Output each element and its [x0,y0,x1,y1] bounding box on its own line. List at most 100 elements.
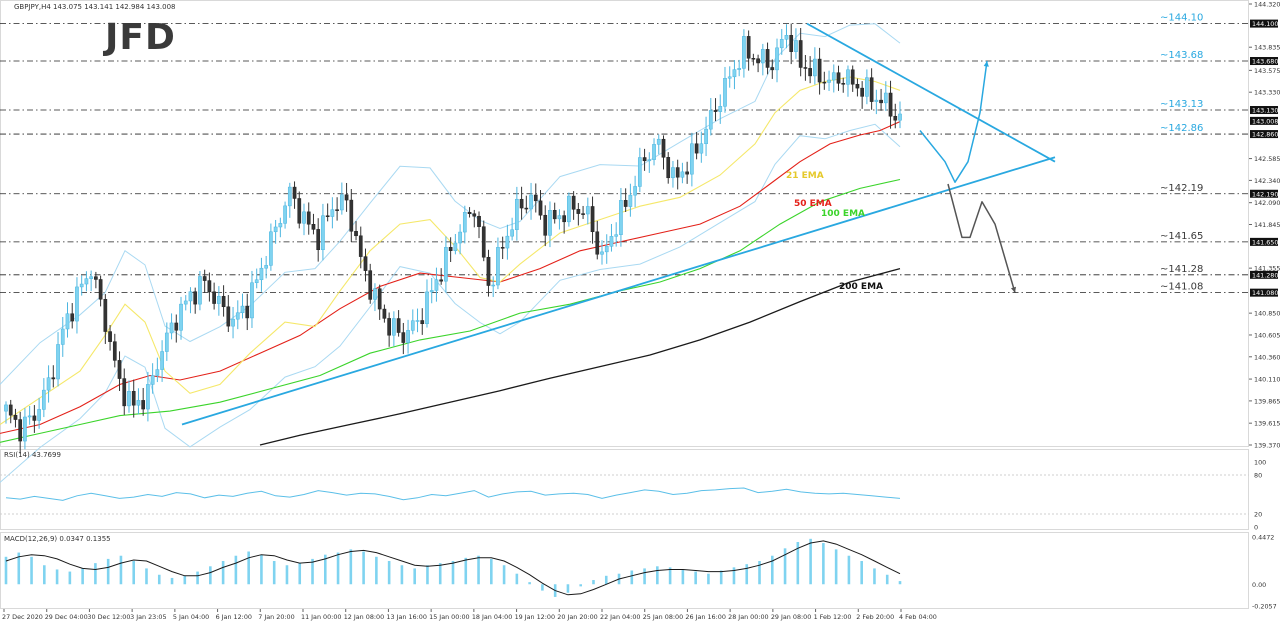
time-tick-label: 5 Jan 04:00 [173,613,209,621]
scenario-up-arrow [919,60,988,183]
candle-bearish [316,229,321,250]
candle-bearish [571,195,576,210]
price-tick-label: 140.110 [1254,376,1280,384]
candle-bearish [297,198,302,224]
candle-bearish [869,77,874,102]
candle-bearish [746,36,751,59]
bollinger-bands [0,23,901,483]
candle-bearish [141,400,146,410]
candle-bearish [576,209,581,214]
scenario-down-arrow-head [1010,286,1016,293]
candle-bearish [420,320,425,325]
candle-bearish [396,318,401,333]
candle-bullish [56,344,60,380]
candle-bullish [410,320,415,331]
level-labels: ~144.10 ~143.68 ~143.13 ~142.86 ~142.19 ~141.… [1160,13,1203,293]
price-tick-label: 143.575 [1254,67,1280,75]
candle-bullish [704,128,708,145]
time-tick-label: 12 Jan 08:00 [344,613,384,621]
candle-bullish [273,226,278,233]
price-tag-bg [1250,288,1278,297]
main-panel-frame [0,0,1249,447]
candle-bearish [382,308,387,319]
level-label: ~141.65 [1160,231,1203,242]
price-tick-label: 143.680 [1252,58,1278,66]
candle-bearish [486,256,491,286]
candle-bullish [865,77,869,97]
rsi-tick-label: 20 [1254,511,1262,519]
candle-bullish [169,322,174,334]
time-tick-label: 18 Jan 04:00 [472,613,512,621]
price-tick-label: 140.850 [1254,310,1280,318]
macd-tick-label: -0.2057 [1252,603,1277,611]
candle-bearish [642,157,647,162]
time-tick-label: 2 Feb 20:00 [856,613,894,621]
price-tick-label: 141.280 [1252,271,1278,279]
candle-bullish [647,159,652,162]
price-tag-bg [1250,237,1278,246]
candle-bearish [94,276,98,280]
price-tick-label: 141.355 [1254,265,1280,273]
candle-bullish [510,229,514,237]
candle-bearish [893,115,898,121]
candle-bearish [354,231,358,237]
candle-bearish [481,226,486,258]
candle-bullish [737,68,742,70]
candle-bullish [188,291,193,302]
candle-bearish [817,58,822,83]
candle-bullish [287,186,292,207]
candle-bullish [723,78,727,107]
candle-bullish [392,318,396,336]
candle-bullish [23,416,27,442]
candle-bullish [127,391,131,407]
candle-bearish [70,313,75,322]
candle-bullish [831,72,836,81]
time-tick-label: 6 Jan 12:00 [216,613,252,621]
price-tick-label: 141.845 [1254,221,1280,229]
ema-label: 200 EMA [839,282,883,292]
time-tick-label: 13 Jan 16:00 [386,613,426,621]
time-tick-label: 1 Feb 12:00 [814,613,852,621]
candle-bullish [217,296,221,304]
candle-bearish [666,157,671,179]
time-tick-label: 11 Jan 00:00 [301,613,341,621]
candle-bullish [462,212,467,233]
symbol-header: GBPJPY,H4 143.075 143.141 142.984 143.00… [14,3,176,11]
candle-bearish [467,212,472,214]
price-tick-label: 139.615 [1254,420,1280,428]
candle-bullish [406,330,410,343]
candle-bearish [581,213,585,215]
candle-bearish [193,291,198,305]
candle-bearish [798,40,803,68]
jfd-logo: JFD [102,17,176,58]
ema21-line [0,76,901,425]
candle-bearish [439,279,444,282]
ema-label: 50 EMA [794,199,832,209]
price-tick-label: 139.865 [1254,397,1280,405]
candle-bullish [254,279,259,283]
candle-bearish [808,68,812,77]
time-tick-label: 7 Jan 20:00 [258,613,294,621]
candle-bullish [321,215,325,250]
candle-bearish [131,391,136,406]
ema200-line [259,267,901,446]
candle-bullish [671,167,675,179]
candle-bullish [628,194,633,207]
time-tick-label: 27 Dec 2020 [2,613,43,621]
candle-bearish [363,256,368,271]
candle-bullish [680,171,685,178]
candle-bullish [27,415,32,418]
candle-bullish [458,231,462,244]
candle-bearish [595,231,600,255]
candle-bearish [306,211,311,225]
ema-label: 21 EMA [786,171,824,181]
time-tick-label: 29 Jan 08:00 [771,613,811,621]
candle-bearish [245,305,250,319]
macd-tick-label: 0.4472 [1252,534,1274,542]
price-tick-label: 142.585 [1254,155,1280,163]
candle-bearish [368,270,373,300]
candle-bearish [32,415,37,421]
trendline-up [181,156,1056,426]
candle-bearish [543,214,548,236]
candle-bearish [562,215,567,223]
